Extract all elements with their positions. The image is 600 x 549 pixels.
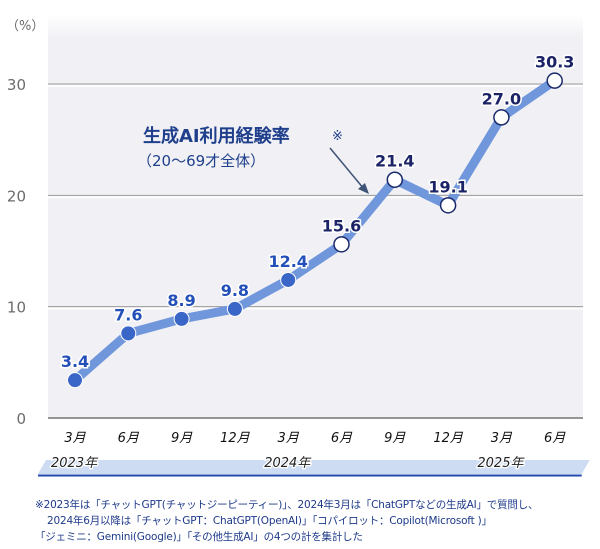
data-label: 30.3	[535, 53, 574, 72]
data-label: 9.8	[221, 281, 249, 300]
line-chart: （%） 0 10 20 30 3.4 7.6 8.9 9.8 12.4 15.6 21.4 19.1 2…	[6, 14, 590, 477]
x-tick-label: 12月	[433, 431, 464, 446]
data-label: 12.4	[268, 252, 307, 271]
annotation-subtitle: （20～69才全体）	[137, 152, 265, 170]
plot-background	[48, 14, 583, 419]
footnote-line-3: 「ジェミニ：Gemini(Google)」「その他生成AI」の4つの計を集計した	[35, 531, 363, 543]
annotation-mark: ※	[332, 129, 343, 144]
x-tick-label: 9月	[171, 431, 193, 446]
x-tick-label: 3月	[278, 431, 300, 446]
year-band	[464, 460, 590, 474]
annotation-arrow-line	[329, 147, 365, 190]
x-tick-label: 3月	[491, 431, 513, 446]
data-point-marker	[386, 171, 404, 188]
footnote: ※2023年は「チャットGPT(チャットジーピーティー)」、2024年3月は「C…	[35, 497, 600, 545]
x-tick-label: 6月	[544, 431, 566, 446]
data-point-marker	[439, 197, 457, 214]
y-tick-label-0: 0	[16, 410, 26, 428]
x-tick-label: 9月	[384, 431, 406, 446]
data-point-marker	[546, 72, 563, 89]
x-tick-label: 3月	[64, 431, 86, 446]
data-label: 27.0	[482, 89, 521, 108]
y-axis-unit-label: （%）	[6, 19, 44, 34]
data-point-marker	[67, 372, 83, 389]
data-label: 15.6	[322, 216, 361, 235]
y-tick-label-10: 10	[7, 299, 26, 317]
data-label: 8.9	[167, 291, 195, 310]
data-label: 21.4	[375, 152, 414, 171]
year-label: 2024年	[264, 456, 312, 471]
annotation-title: 生成AI利用経験率	[143, 125, 290, 147]
x-tick-label: 12月	[220, 431, 251, 446]
data-label: 19.1	[428, 177, 467, 196]
annotation-arrow-head	[358, 183, 369, 194]
year-band	[38, 460, 270, 474]
data-point-marker	[493, 109, 510, 126]
x-tick-label: 6月	[331, 431, 353, 446]
year-label: 2025年	[477, 456, 525, 471]
y-tick-label-30: 30	[7, 76, 26, 94]
data-point-marker	[120, 325, 137, 342]
data-point-marker	[333, 236, 350, 253]
data-point-marker	[280, 271, 297, 288]
footnote-line-2: 2024年6月以降は「チャットGPT：ChatGPT(OpenAI)」「コパイロ…	[47, 515, 492, 527]
footnote-line-1: ※2023年は「チャットGPT(チャットジーピーティー)」、2024年3月は「C…	[35, 499, 539, 511]
data-label: 7.6	[114, 305, 142, 324]
data-label: 3.4	[61, 352, 89, 371]
year-band	[251, 460, 484, 474]
data-point-marker	[173, 310, 190, 327]
x-tick-label: 6月	[118, 431, 140, 446]
data-point-marker	[226, 300, 243, 317]
year-label: 2023年	[51, 456, 99, 471]
y-tick-label-20: 20	[7, 187, 26, 205]
series-line	[72, 76, 558, 384]
